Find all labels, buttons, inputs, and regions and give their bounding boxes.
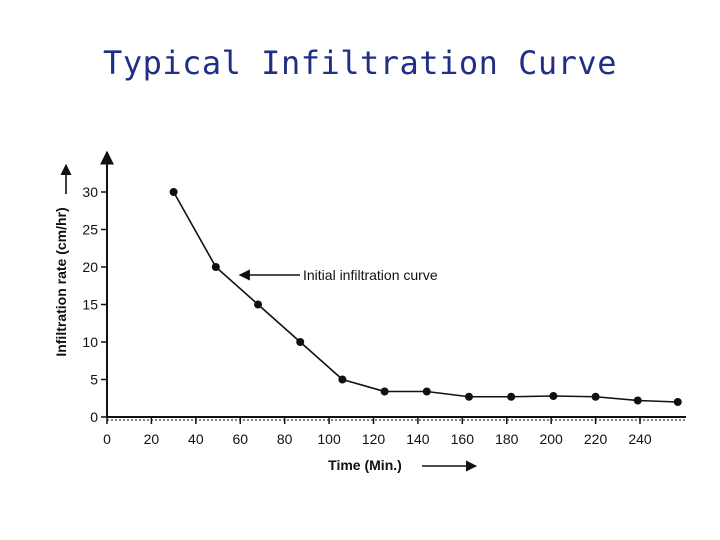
y-tick-label: 15 (82, 297, 98, 313)
x-axis-ticks: 0 20 40 60 80 100 120 140 160 180 200 220 240 (103, 417, 652, 447)
x-tick-label: 220 (584, 431, 608, 447)
data-point (380, 387, 389, 396)
x-tick-label: 100 (317, 431, 341, 447)
x-tick-label: 80 (277, 431, 293, 447)
y-tick-label: 10 (82, 334, 98, 350)
data-point (591, 392, 600, 401)
data-point (549, 392, 558, 400)
data-point (464, 392, 473, 401)
x-tick-label: 0 (103, 431, 111, 447)
data-point (296, 338, 305, 346)
x-tick-label: 160 (451, 431, 475, 447)
y-tick-label: 0 (90, 409, 98, 425)
axis-labels: Time (Min.) Infiltration rate (cm/hr) (53, 163, 478, 473)
x-tick-label: 140 (406, 431, 430, 447)
y-axis-ticks: 0 5 10 15 20 25 30 (82, 184, 107, 425)
x-axis-label: Time (Min.) (328, 457, 402, 473)
y-tick-label: 20 (82, 259, 98, 275)
slide-title: Typical Infiltration Curve (103, 44, 617, 82)
data-point (338, 375, 347, 384)
data-point (254, 300, 263, 309)
data-point (633, 396, 642, 405)
annotation-label: Initial infiltration curve (303, 267, 438, 283)
x-tick-label: 60 (232, 431, 248, 447)
chart-axes (100, 150, 686, 421)
series-group (169, 188, 682, 406)
data-point (422, 387, 431, 396)
y-tick-label: 25 (82, 222, 98, 238)
data-point (211, 263, 220, 271)
y-tick-label: 5 (90, 372, 98, 388)
y-tick-label: 30 (82, 184, 98, 200)
data-point (507, 392, 516, 401)
y-axis-label: Infiltration rate (cm/hr) (53, 207, 69, 356)
x-tick-label: 240 (628, 431, 652, 447)
x-tick-label: 180 (495, 431, 519, 447)
data-point (673, 398, 682, 406)
annotation-group: Initial infiltration curve (238, 267, 438, 283)
data-point (169, 188, 178, 196)
x-tick-label: 120 (362, 431, 386, 447)
series-line (172, 191, 678, 403)
x-tick-label: 20 (144, 431, 160, 447)
x-tick-label: 200 (539, 431, 563, 447)
x-tick-label: 40 (188, 431, 204, 447)
